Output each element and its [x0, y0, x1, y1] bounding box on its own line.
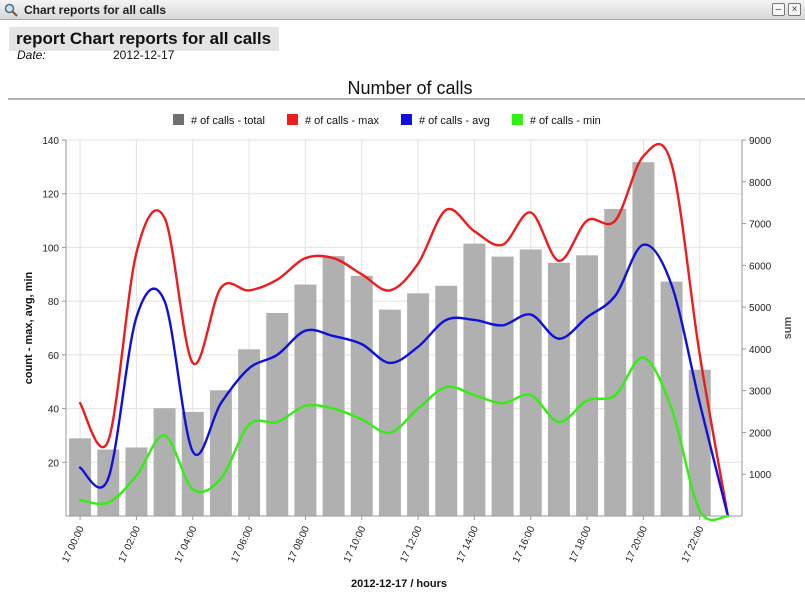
- y-left-tick-label: 60: [48, 351, 60, 362]
- y-right-tick-label: 5000: [749, 303, 772, 314]
- legend-label: # of calls - total: [191, 115, 265, 127]
- y-right-tick-label: 2000: [749, 428, 772, 439]
- x-tick-label: 17 16:00: [511, 524, 538, 564]
- legend-swatch: [511, 114, 523, 125]
- chart-title: Number of calls: [347, 78, 472, 98]
- legend-swatch: [400, 114, 412, 125]
- legend-swatch: [286, 114, 298, 125]
- bar: [69, 438, 92, 516]
- bar: [491, 256, 514, 516]
- close-button[interactable]: ×: [788, 3, 801, 16]
- y-right-tick-label: 3000: [749, 387, 772, 398]
- y-right-tick-label: 9000: [749, 136, 772, 147]
- x-tick-label: 17 02:00: [117, 524, 144, 564]
- window-titlebar: Chart reports for all calls – ×: [0, 0, 805, 20]
- bar: [378, 309, 401, 516]
- bar: [576, 255, 599, 516]
- series-line-of-calls-min: [78, 356, 730, 522]
- magnifier-icon: [4, 3, 18, 17]
- y-left-tick-label: 80: [48, 297, 60, 308]
- y-right-tick-label: 4000: [749, 345, 772, 356]
- minimize-button[interactable]: –: [772, 3, 785, 16]
- date-value: 2012-12-17: [113, 48, 175, 62]
- x-axis-label: 2012-12-17 / hours: [351, 578, 447, 590]
- bar: [632, 162, 655, 517]
- x-tick-label: 17 06:00: [229, 524, 256, 564]
- y-left-tick-label: 20: [48, 458, 60, 469]
- bar: [435, 285, 458, 516]
- calls-chart: Number of calls # of calls - total # of ca…: [8, 78, 805, 590]
- bar: [266, 312, 289, 516]
- bar: [547, 262, 570, 516]
- x-tick-label: 17 14:00: [455, 524, 482, 564]
- y-right-tick-label: 1000: [749, 470, 772, 481]
- legend-label: # of calls - avg: [419, 115, 490, 127]
- minimize-icon: –: [775, 4, 782, 15]
- bar: [407, 293, 430, 516]
- y-left-tick-label: 140: [42, 136, 59, 147]
- bar: [604, 208, 627, 516]
- bar: [463, 243, 486, 516]
- close-icon: ×: [791, 4, 798, 15]
- bar: [350, 275, 373, 516]
- legend-swatch: [173, 114, 184, 125]
- bar: [519, 249, 542, 517]
- bar: [660, 281, 683, 516]
- x-tick-label: 17 10:00: [342, 524, 369, 564]
- y-right-tick-label: 6000: [749, 261, 772, 272]
- bar: [153, 408, 176, 516]
- x-tick-label: 17 08:00: [286, 524, 313, 564]
- y-axis-left-label: count - max, avg, min: [23, 271, 35, 384]
- x-tick-label: 17 12:00: [398, 524, 425, 564]
- bar: [181, 411, 204, 516]
- legend-label: # of calls - min: [530, 115, 601, 127]
- date-label: Date:: [17, 48, 46, 62]
- series-line-of-calls-avg: [78, 243, 730, 518]
- y-left-tick-label: 40: [48, 405, 60, 416]
- x-tick-label: 17 22:00: [680, 524, 707, 564]
- y-axis-right-label: sum: [782, 316, 794, 339]
- y-right-tick-label: 8000: [749, 178, 772, 189]
- bar: [322, 256, 345, 516]
- y-left-tick-label: 100: [42, 243, 59, 254]
- y-left-tick-label: 120: [42, 190, 59, 201]
- bar: [294, 284, 317, 516]
- legend-label: # of calls - max: [305, 115, 379, 127]
- bar: [688, 369, 711, 516]
- y-right-tick-label: 7000: [749, 220, 772, 231]
- x-tick-label: 17 18:00: [567, 524, 594, 564]
- x-tick-label: 17 00:00: [60, 524, 87, 564]
- x-tick-label: 17 04:00: [173, 524, 200, 564]
- bar: [125, 447, 148, 516]
- bar: [97, 449, 120, 516]
- report-title: report Chart reports for all calls: [9, 27, 280, 51]
- bar: [209, 390, 232, 516]
- x-tick-label: 17 20:00: [624, 524, 651, 564]
- bar: [238, 349, 261, 516]
- series-line-of-calls-max: [78, 142, 730, 518]
- window-title: Chart reports for all calls: [24, 3, 167, 17]
